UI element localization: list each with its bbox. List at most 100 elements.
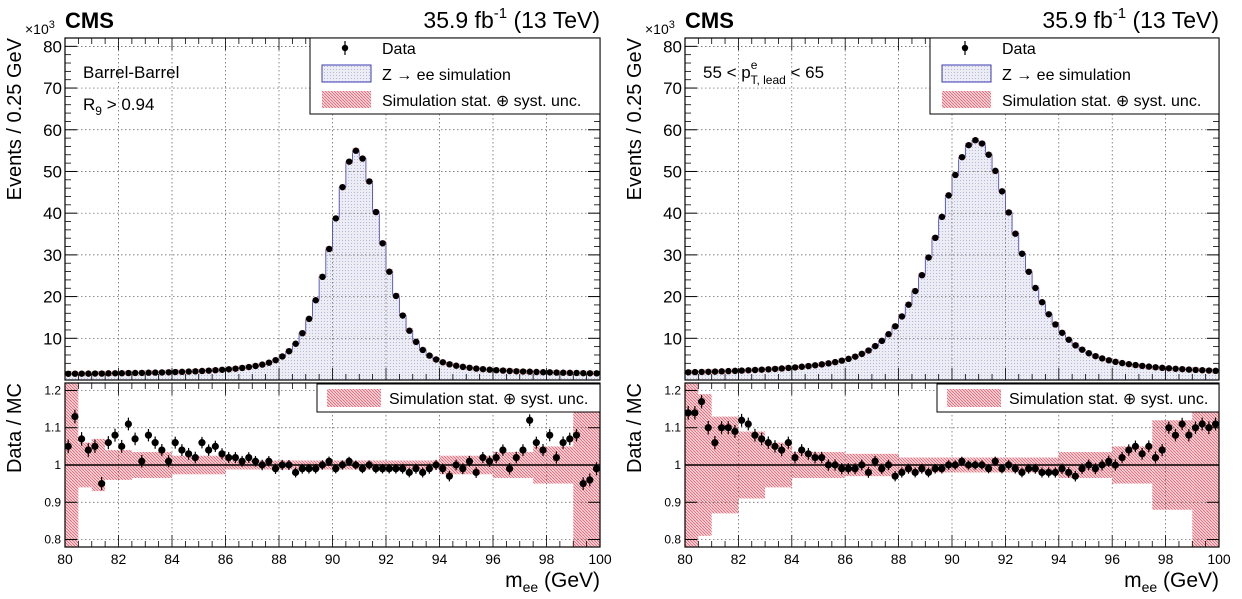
data-point: [212, 367, 219, 374]
data-point: [566, 369, 574, 377]
data-point: [172, 368, 179, 376]
data-point: [998, 188, 1006, 195]
x-axis-title-sub: ee: [523, 579, 539, 594]
data-point: [152, 369, 159, 376]
lumi-label: 35.9 fb-1 (13 TeV): [423, 5, 600, 33]
y-axis-title: Events / 0.25 GeV: [4, 37, 26, 200]
ratio-data-point: [258, 461, 266, 469]
data-point: [205, 367, 212, 374]
data-point: [858, 350, 866, 358]
lumi-value: 35.9 fb: [1042, 7, 1112, 33]
data-point: [372, 208, 380, 216]
ratio-data-point: [724, 424, 732, 432]
data-point: [432, 356, 440, 363]
ratio-data-point: [1211, 420, 1220, 428]
data-point: [852, 353, 859, 360]
data-point: [1085, 350, 1093, 357]
ratio-data-point: [1178, 420, 1186, 428]
x-tick-label: 96: [485, 551, 501, 567]
ratio-legend-swatch: [327, 389, 381, 407]
data-point: [1165, 365, 1173, 372]
ratio-y-tick-label: 0.9: [44, 495, 61, 509]
ratio-data-point: [77, 435, 86, 443]
ratio-data-point: [378, 465, 387, 473]
ratio-data-point: [758, 435, 766, 443]
data-point: [932, 234, 939, 242]
y-tick-label: 70: [43, 79, 62, 98]
x-tick-label: 100: [1207, 551, 1231, 567]
data-point: [185, 368, 192, 375]
x-axis-title-unit: (GeV): [538, 569, 600, 592]
ratio-data-point: [499, 446, 507, 454]
y-multiplier-base: ×10: [25, 21, 49, 37]
x-tick-label: 98: [1158, 551, 1174, 567]
data-point: [1212, 367, 1219, 375]
x-tick-label: 88: [891, 551, 907, 567]
data-point: [98, 370, 105, 377]
data-point: [1192, 366, 1199, 374]
data-point: [845, 355, 852, 363]
data-point: [406, 327, 413, 334]
lumi-exponent: -1: [1113, 5, 1126, 22]
data-point: [878, 337, 886, 345]
ratio-data-point: [231, 453, 239, 462]
y-tick-label: 40: [43, 204, 62, 223]
data-point: [745, 367, 752, 374]
data-point: [506, 367, 513, 375]
legend-simulation-label: Z → ee simulation: [1002, 67, 1131, 84]
data-point: [493, 366, 500, 374]
ratio-data-point: [111, 431, 119, 439]
data-point: [239, 364, 246, 372]
ratio-data-point: [1198, 420, 1206, 428]
data-point: [259, 361, 266, 368]
ratio-data-point: [345, 457, 353, 465]
data-point: [685, 369, 692, 376]
data-point: [965, 141, 972, 149]
legend-uncertainty-swatch: [322, 91, 371, 108]
data-point: [938, 213, 946, 221]
x-tick-label: 88: [271, 551, 287, 567]
data-point: [872, 342, 879, 350]
ratio-data-point: [519, 446, 527, 454]
data-point: [865, 347, 872, 354]
x-tick-label: 98: [539, 551, 555, 567]
data-point: [178, 368, 186, 376]
data-point: [945, 192, 952, 199]
ratio-data-point: [71, 412, 79, 421]
ratio-data-point: [445, 472, 453, 480]
ratio-data-point: [452, 461, 460, 469]
ratio-data-point: [1085, 461, 1093, 469]
data-point: [145, 369, 152, 376]
ratio-data-point: [245, 453, 253, 462]
data-point: [132, 369, 139, 377]
data-point: [1032, 284, 1039, 292]
data-point: [1112, 358, 1119, 366]
ratio-data-point: [432, 461, 440, 469]
ratio-data-point: [1065, 468, 1073, 477]
ratio-data-point: [131, 435, 139, 443]
ratio-data-point: [586, 476, 594, 484]
lumi-label: 35.9 fb-1 (13 TeV): [1042, 5, 1219, 33]
data-point: [386, 268, 393, 275]
data-point: [758, 366, 765, 373]
ratio-y-axis-title: Data / MC: [4, 383, 26, 473]
data-point: [1018, 250, 1026, 257]
data-point: [586, 370, 594, 377]
ratio-data-point: [164, 457, 173, 465]
data-point: [265, 359, 273, 366]
ratio-data-point: [1091, 465, 1099, 473]
selection-sup: e: [751, 58, 758, 72]
y-tick-label: 30: [43, 246, 62, 265]
ratio-data-point: [559, 439, 567, 447]
data-point: [392, 292, 400, 300]
ratio-y-tick-label: 1.2: [44, 383, 61, 397]
data-point: [111, 370, 119, 377]
data-point: [332, 215, 340, 222]
data-point: [158, 369, 166, 376]
ratio-data-point: [871, 457, 879, 465]
selection-tail: < 65: [786, 63, 824, 82]
data-point: [466, 364, 473, 371]
data-point: [798, 363, 806, 370]
ratio-data-point: [425, 465, 433, 473]
ratio-data-point: [838, 465, 846, 473]
